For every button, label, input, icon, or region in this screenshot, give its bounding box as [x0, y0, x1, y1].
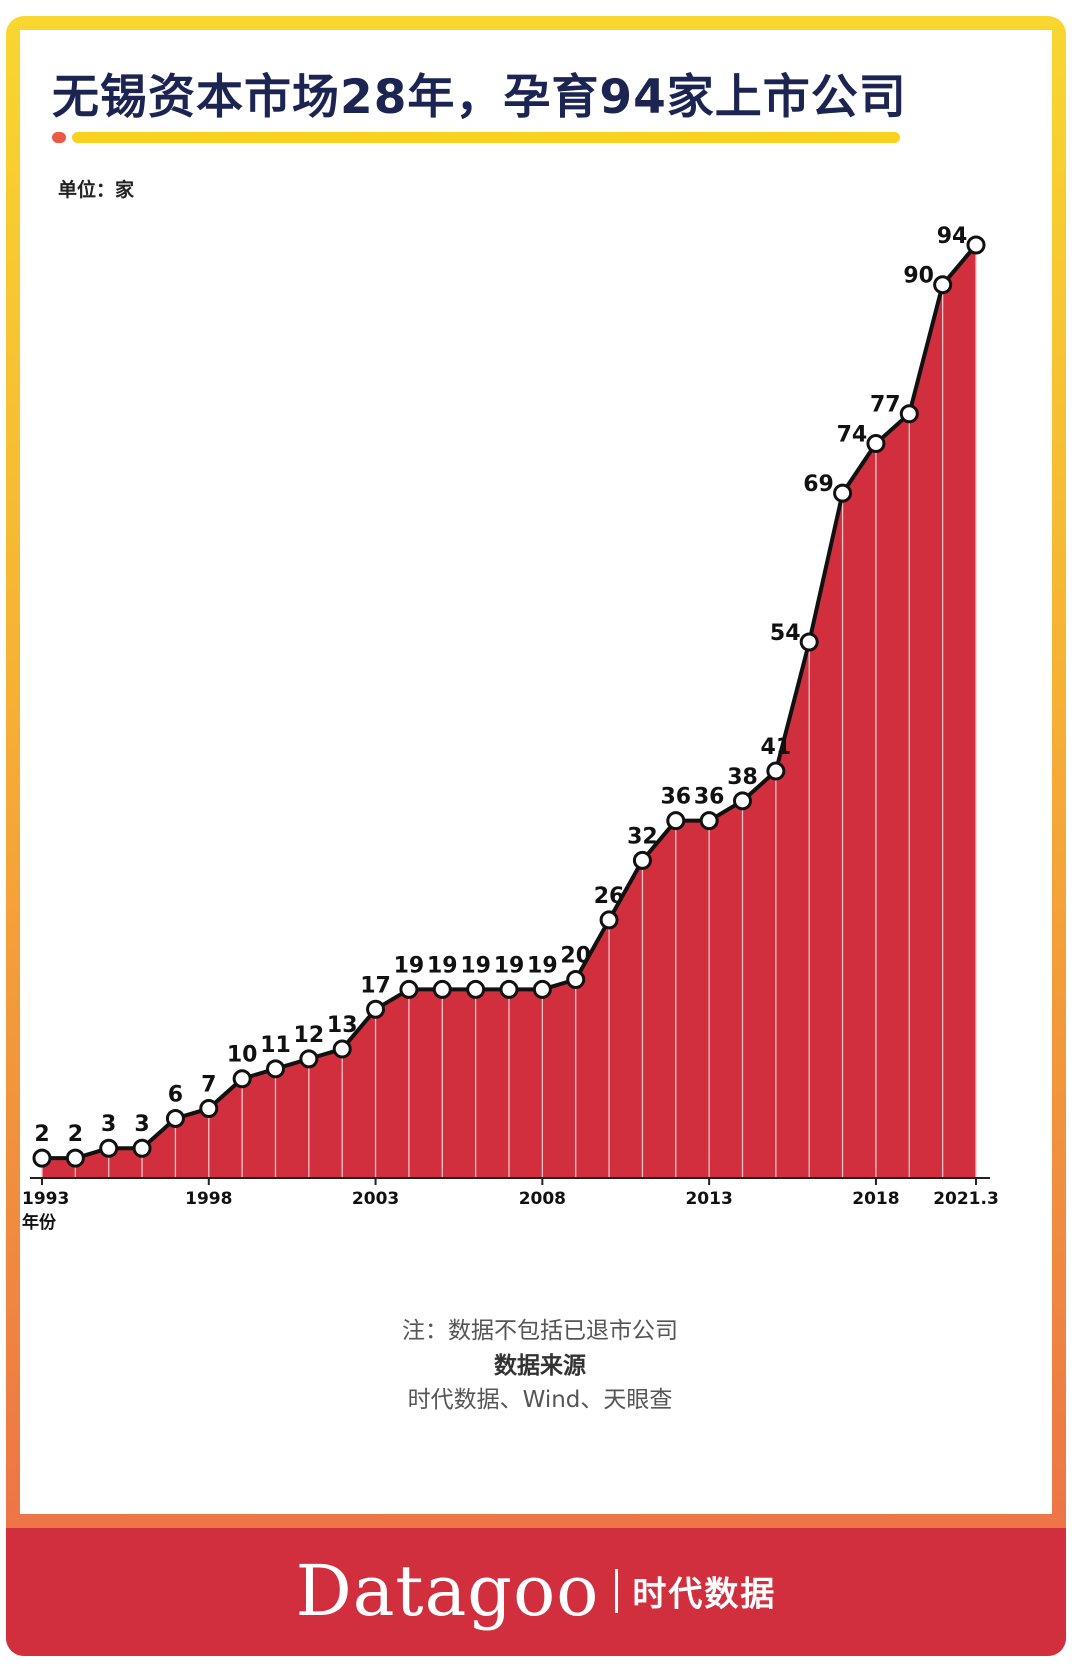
data-point [332, 1039, 352, 1059]
data-label: 19 [394, 953, 425, 978]
data-note: 注：数据不包括已退市公司 [402, 1318, 678, 1344]
data-point [699, 811, 719, 831]
data-point [833, 483, 853, 503]
data-label: 26 [594, 884, 625, 909]
data-label: 90 [903, 264, 934, 289]
data-point [566, 969, 586, 989]
data-label: 12 [294, 1023, 325, 1048]
x-tick-label: 2013 [685, 1189, 732, 1209]
data-label: 13 [327, 1013, 358, 1038]
unit-label: 单位：家 [58, 179, 135, 201]
title-underline-bar [72, 132, 900, 143]
data-point [432, 979, 452, 999]
data-label: 54 [770, 621, 801, 646]
data-label: 2 [34, 1122, 49, 1147]
data-point [733, 791, 752, 811]
data-label: 2 [68, 1122, 83, 1147]
data-point [899, 404, 919, 424]
brand-name: Datagoo [295, 1550, 600, 1632]
data-label: 38 [727, 765, 758, 790]
x-axis-unit-label: 年份 [22, 1212, 57, 1233]
data-label: 6 [168, 1082, 183, 1107]
x-tick-label: 2003 [352, 1189, 399, 1209]
data-label: 77 [870, 393, 901, 418]
title-accent-dot [52, 132, 66, 143]
data-point [132, 1138, 152, 1158]
chart-title: 无锡资本市场28年，孕育94家上市公司 [52, 70, 907, 125]
data-label: 20 [560, 943, 591, 968]
data-label: 11 [260, 1033, 291, 1058]
data-point [266, 1059, 285, 1079]
data-point [199, 1099, 219, 1119]
data-point [866, 434, 886, 454]
data-point [32, 1148, 52, 1168]
footer-banner: Datagoo 时代数据 [6, 1528, 1066, 1656]
data-point [232, 1069, 252, 1089]
data-label: 41 [761, 735, 792, 760]
source-title: 数据来源 [494, 1353, 586, 1379]
x-tick-label: 2021.3 [933, 1189, 999, 1209]
x-tick-label: 1998 [185, 1189, 232, 1209]
data-label: 19 [494, 953, 525, 978]
data-point [99, 1138, 119, 1158]
data-label: 32 [627, 824, 658, 849]
x-tick-label: 2008 [519, 1189, 566, 1209]
data-label: 7 [201, 1073, 216, 1098]
data-point [466, 979, 486, 999]
data-point [532, 979, 552, 999]
data-label: 94 [937, 224, 968, 249]
data-label: 10 [227, 1043, 258, 1068]
source-text: 时代数据、Wind、天眼查 [407, 1387, 673, 1413]
data-label: 69 [803, 472, 834, 497]
data-point [966, 235, 986, 255]
data-point [65, 1148, 85, 1168]
data-point [299, 1049, 319, 1069]
data-label: 17 [360, 973, 391, 998]
data-point [799, 632, 819, 652]
x-tick-label: 2018 [852, 1189, 899, 1209]
data-point [666, 811, 686, 831]
data-point [933, 275, 953, 295]
x-tick-label: 1993 [22, 1189, 69, 1209]
data-point [399, 979, 419, 999]
data-point [632, 850, 652, 870]
data-point [499, 979, 519, 999]
data-point [366, 999, 386, 1019]
data-label: 19 [527, 953, 558, 978]
data-label: 36 [660, 785, 691, 810]
data-label: 36 [694, 785, 725, 810]
data-point [599, 910, 619, 930]
data-label: 74 [837, 423, 868, 448]
brand-separator [615, 1569, 619, 1613]
data-label: 3 [101, 1112, 116, 1137]
data-point [165, 1108, 185, 1128]
brand-subtitle: 时代数据 [632, 1574, 777, 1615]
data-label: 19 [427, 953, 458, 978]
data-label: 19 [460, 953, 491, 978]
brand-logo: Datagoo 时代数据 [6, 1550, 1066, 1632]
data-label: 3 [134, 1112, 149, 1137]
data-point [766, 761, 786, 781]
